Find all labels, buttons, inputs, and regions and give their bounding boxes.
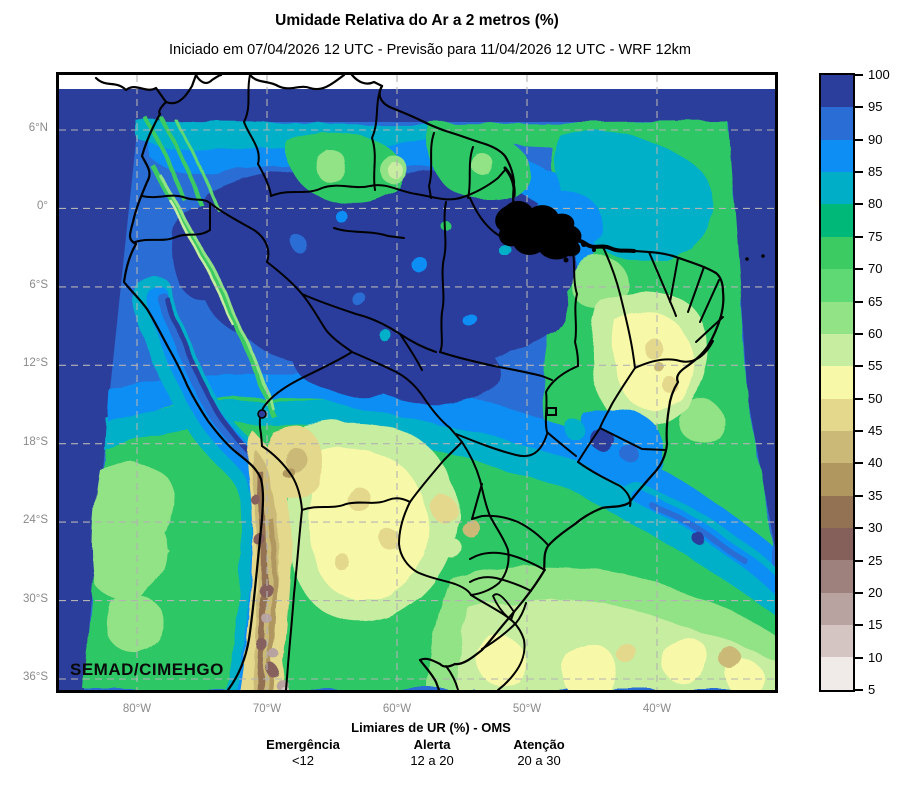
colorbar-tick-label: 15 bbox=[868, 617, 883, 633]
colorbar-cell bbox=[821, 592, 853, 626]
lat-tick-label: 6°N bbox=[28, 122, 48, 134]
lon-tick-label: 60°W bbox=[382, 703, 412, 715]
colorbar-tick-label: 85 bbox=[868, 164, 883, 180]
colorbar-cell bbox=[821, 625, 853, 658]
colorbar-tick-label: 65 bbox=[868, 293, 883, 309]
colorbar-tick bbox=[855, 138, 863, 141]
colorbar-cell bbox=[821, 333, 853, 367]
map-canvas: SEMAD/CIMEHGO bbox=[56, 72, 778, 693]
colorbar-tick-label: 70 bbox=[868, 261, 883, 277]
colorbar-tick bbox=[855, 106, 863, 109]
colorbar-tick bbox=[855, 494, 863, 497]
colorbar-tick-label: 25 bbox=[868, 552, 883, 568]
colorbar-tick-label: 35 bbox=[868, 487, 883, 503]
colorbar-tick bbox=[855, 430, 863, 433]
lat-tick-label: 36°S bbox=[22, 671, 48, 683]
colorbar-tick-label: 5 bbox=[868, 682, 876, 697]
lon-tick-label: 50°W bbox=[512, 703, 542, 715]
colorbar-tick-label: 60 bbox=[868, 325, 883, 341]
lon-tick-label: 70°W bbox=[252, 703, 282, 715]
lat-tick-label: 18°S bbox=[22, 435, 48, 448]
colorbar-cell bbox=[821, 139, 853, 173]
colorbar-tick-label: 40 bbox=[868, 455, 883, 471]
island-dot bbox=[745, 257, 749, 261]
colorbar-tick bbox=[855, 527, 863, 530]
colorbar-cell bbox=[821, 107, 853, 140]
colorbar-tick bbox=[855, 689, 863, 691]
border-layer bbox=[134, 75, 724, 690]
reservoir-square bbox=[546, 407, 557, 416]
colorbar-cell bbox=[821, 560, 853, 593]
watermark: SEMAD/CIMEHGO bbox=[70, 660, 224, 679]
forecast-subtitle: Iniciado em 07/04/2026 12 UTC - Previsão… bbox=[169, 42, 691, 58]
threshold-label: Alerta bbox=[413, 737, 451, 752]
lat-tick-label: 30°S bbox=[22, 592, 48, 605]
lat-tick-label: 6°S bbox=[29, 278, 48, 291]
lon-tick-label: 40°W bbox=[642, 703, 672, 715]
colorbar-cell bbox=[821, 398, 853, 431]
colorbar-cell bbox=[821, 236, 853, 270]
colorbar-tick bbox=[855, 74, 863, 76]
colorbar-tick bbox=[855, 300, 863, 303]
lake-titicaca bbox=[257, 409, 267, 419]
colorbar-tick-label: 75 bbox=[868, 228, 883, 244]
colorbar-tick bbox=[855, 332, 863, 335]
colorbar-tick bbox=[855, 268, 863, 271]
colorbar-tick-label: 95 bbox=[868, 99, 883, 115]
colorbar-tick bbox=[855, 235, 863, 238]
graticule bbox=[59, 75, 775, 690]
colorbar-cell bbox=[821, 495, 853, 529]
colorbar-tick-label: 100 bbox=[868, 67, 890, 82]
island-dot bbox=[761, 254, 765, 258]
colorbar-tick bbox=[855, 365, 863, 368]
colorbar-cell bbox=[821, 430, 853, 464]
colorbar-tick bbox=[855, 462, 863, 465]
threshold-label: Atenção bbox=[513, 737, 565, 752]
colorbar-tick-label: 45 bbox=[868, 423, 883, 439]
colorbar-tick-label: 10 bbox=[868, 649, 883, 665]
colorbar-tick-label: 80 bbox=[868, 196, 883, 212]
colorbar-tick-label: 90 bbox=[868, 131, 883, 147]
colorbar-cell bbox=[821, 269, 853, 302]
lat-tick-label: 24°S bbox=[22, 514, 48, 527]
no-data-band bbox=[59, 75, 775, 89]
colorbar-tick bbox=[855, 656, 863, 659]
colorbar-tick-label: 20 bbox=[868, 584, 883, 600]
page-title: Umidade Relativa do Ar a 2 metros (%) bbox=[275, 12, 559, 29]
colorbar-tick bbox=[855, 203, 863, 206]
colorbar-cell bbox=[821, 172, 853, 205]
lon-tick-label: 80°W bbox=[122, 703, 152, 715]
colorbar-cell bbox=[821, 204, 853, 237]
lat-tick-label: 0° bbox=[37, 200, 48, 213]
colorbar-cell bbox=[821, 657, 853, 690]
colorbar-cell bbox=[821, 463, 853, 496]
colorbar-cell bbox=[821, 75, 853, 108]
threshold-range: <12 bbox=[291, 753, 315, 768]
colorbar-tick-label: 55 bbox=[868, 358, 883, 374]
colorbar-cell bbox=[821, 366, 853, 399]
threshold-range: 20 a 30 bbox=[517, 753, 561, 768]
thresholds-title: Limiares de UR (%) - OMS bbox=[351, 720, 511, 735]
colorbar-cell bbox=[821, 301, 853, 334]
colorbar-tick bbox=[855, 624, 863, 627]
colorbar-tick bbox=[855, 171, 863, 174]
lat-tick-label: 12°S bbox=[22, 357, 48, 370]
colorbar-tick bbox=[855, 591, 863, 594]
amazon-estuary bbox=[495, 200, 596, 263]
colorbar bbox=[819, 73, 855, 692]
colorbar-cell bbox=[821, 528, 853, 561]
humidity-map-svg bbox=[59, 75, 775, 690]
threshold-label: Emergência bbox=[266, 737, 340, 752]
colorbar-tick bbox=[855, 397, 863, 400]
colorbar-tick-label: 50 bbox=[868, 390, 883, 406]
threshold-range: 12 a 20 bbox=[410, 753, 454, 768]
colorbar-tick bbox=[855, 559, 863, 562]
colorbar-tick-label: 30 bbox=[868, 520, 883, 536]
